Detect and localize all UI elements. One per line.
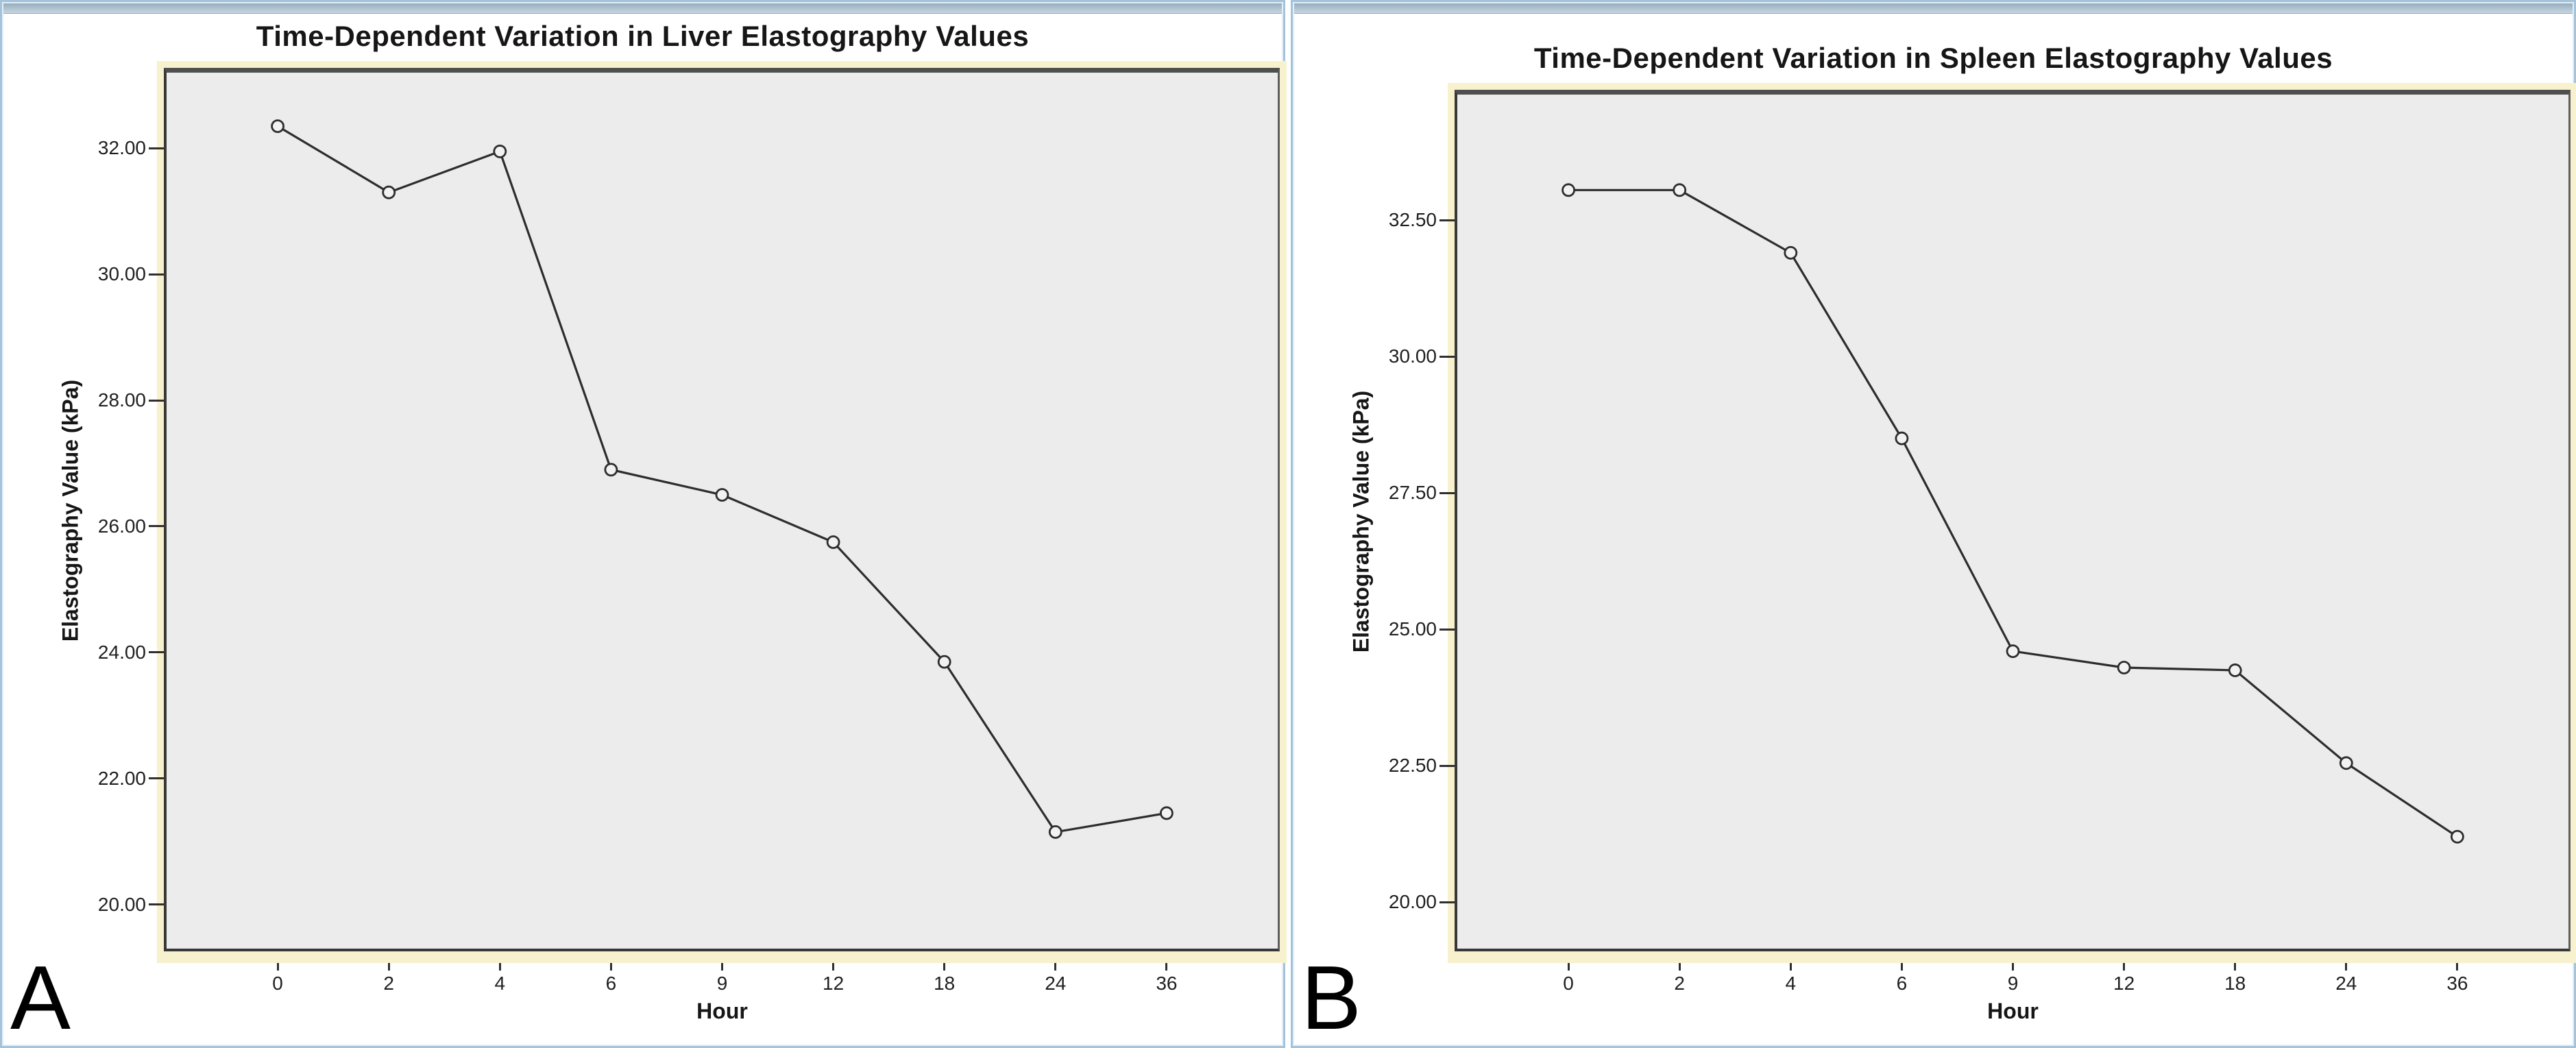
y-axis-title: Elastography Value (kPa)	[1348, 390, 1374, 653]
panel-liver-chart: Time-Dependent Variation in Liver Elasto…	[0, 0, 1287, 1048]
x-tick-mark	[2123, 963, 2126, 971]
panel-top-bar	[1294, 3, 2573, 14]
x-tick-label: 6	[605, 973, 617, 994]
y-tick-label: 22.00	[97, 767, 146, 789]
x-tick-label: 12	[2113, 973, 2135, 994]
data-point-marker	[2339, 756, 2353, 770]
panel-letter-b: B	[1301, 947, 1362, 1048]
x-tick-mark	[832, 963, 835, 971]
x-tick-label: 4	[1785, 973, 1797, 994]
y-tick-mark	[149, 525, 164, 528]
series-line	[277, 125, 1167, 833]
y-tick-mark	[1439, 628, 1455, 631]
data-point-marker	[2117, 661, 2131, 674]
y-tick-mark	[149, 147, 164, 149]
data-point-marker	[2006, 644, 2020, 658]
data-point-marker	[826, 535, 840, 549]
x-tick-label: 2	[1674, 973, 1685, 994]
y-tick-label: 27.50	[1388, 482, 1437, 504]
data-point-marker	[715, 488, 729, 502]
x-tick-mark	[498, 963, 501, 971]
data-point-marker	[1784, 245, 1798, 260]
line-plot-spleen	[1455, 90, 2571, 951]
panel-top-bar	[3, 3, 1282, 14]
data-point-marker	[493, 145, 507, 158]
x-tick-label: 0	[1563, 973, 1574, 994]
y-tick-label: 20.00	[97, 893, 146, 915]
panel-letter-a: A	[10, 947, 71, 1048]
data-point-marker	[1562, 183, 1576, 197]
x-tick-label: 36	[1156, 973, 1178, 994]
x-axis-title: Hour	[696, 999, 748, 1023]
y-tick-label: 30.00	[1388, 345, 1437, 367]
data-point-marker	[271, 119, 285, 134]
data-point-marker	[382, 185, 396, 199]
x-tick-mark	[1789, 963, 1792, 971]
data-point-marker	[1673, 183, 1687, 197]
y-tick-label: 28.00	[97, 389, 146, 411]
y-axis-title: Elastography Value (kPa)	[58, 379, 83, 642]
data-point-marker	[2451, 829, 2464, 844]
x-tick-label: 6	[1896, 973, 1908, 994]
y-tick-mark	[149, 399, 164, 402]
x-tick-label: 4	[494, 973, 506, 994]
y-tick-label: 32.50	[1388, 209, 1437, 231]
x-tick-label: 18	[934, 973, 956, 994]
x-tick-mark	[2345, 963, 2348, 971]
x-tick-mark	[721, 963, 723, 971]
x-tick-label: 24	[2335, 973, 2357, 994]
x-tick-mark	[943, 963, 946, 971]
x-tick-mark	[1054, 963, 1057, 971]
y-tick-mark	[149, 273, 164, 276]
x-tick-mark	[609, 963, 612, 971]
x-tick-label: 9	[2007, 973, 2019, 994]
x-tick-mark	[276, 963, 279, 971]
y-tick-mark	[149, 777, 164, 780]
line-plot-liver	[164, 68, 1280, 951]
x-tick-label: 12	[823, 973, 845, 994]
y-tick-label: 26.00	[97, 515, 146, 537]
data-point-marker	[2228, 663, 2242, 677]
plot-frame	[157, 61, 1287, 963]
panel-spleen-chart: Time-Dependent Variation in Spleen Elast…	[1291, 0, 2576, 1048]
x-tick-label: 2	[383, 973, 394, 994]
y-tick-label: 20.00	[1388, 891, 1437, 913]
x-tick-label: 0	[272, 973, 283, 994]
plot-frame	[1448, 83, 2576, 963]
data-point-marker	[1048, 825, 1062, 839]
y-tick-mark	[1439, 491, 1455, 494]
x-tick-label: 18	[2224, 973, 2246, 994]
data-point-marker	[1895, 431, 1909, 446]
data-point-marker	[604, 463, 618, 477]
y-tick-label: 22.50	[1388, 755, 1437, 777]
chart-title-spleen: Time-Dependent Variation in Spleen Elast…	[1533, 42, 2333, 74]
chart-title-liver: Time-Dependent Variation in Liver Elasto…	[256, 20, 1030, 52]
x-tick-label: 36	[2446, 973, 2468, 994]
x-tick-mark	[1900, 963, 1903, 971]
y-tick-mark	[1439, 901, 1455, 903]
x-tick-mark	[2012, 963, 2014, 971]
data-point-marker	[1160, 806, 1174, 820]
x-tick-label: 9	[716, 973, 728, 994]
x-axis-title: Hour	[1987, 999, 2039, 1023]
data-point-marker	[937, 655, 951, 669]
y-tick-label: 30.00	[97, 263, 146, 285]
y-tick-mark	[149, 651, 164, 654]
x-tick-label: 24	[1045, 973, 1067, 994]
y-tick-mark	[1439, 219, 1455, 221]
y-tick-label: 24.00	[97, 641, 146, 663]
y-tick-mark	[1439, 355, 1455, 358]
x-tick-mark	[2234, 963, 2237, 971]
y-tick-mark	[1439, 764, 1455, 767]
y-tick-label: 25.00	[1388, 618, 1437, 640]
x-tick-mark	[1678, 963, 1681, 971]
series-line	[1568, 188, 2458, 838]
x-tick-mark	[1567, 963, 1570, 971]
y-tick-mark	[149, 903, 164, 906]
y-tick-label: 32.00	[97, 137, 146, 159]
x-tick-mark	[387, 963, 390, 971]
x-tick-mark	[2456, 963, 2459, 971]
x-tick-mark	[1165, 963, 1168, 971]
